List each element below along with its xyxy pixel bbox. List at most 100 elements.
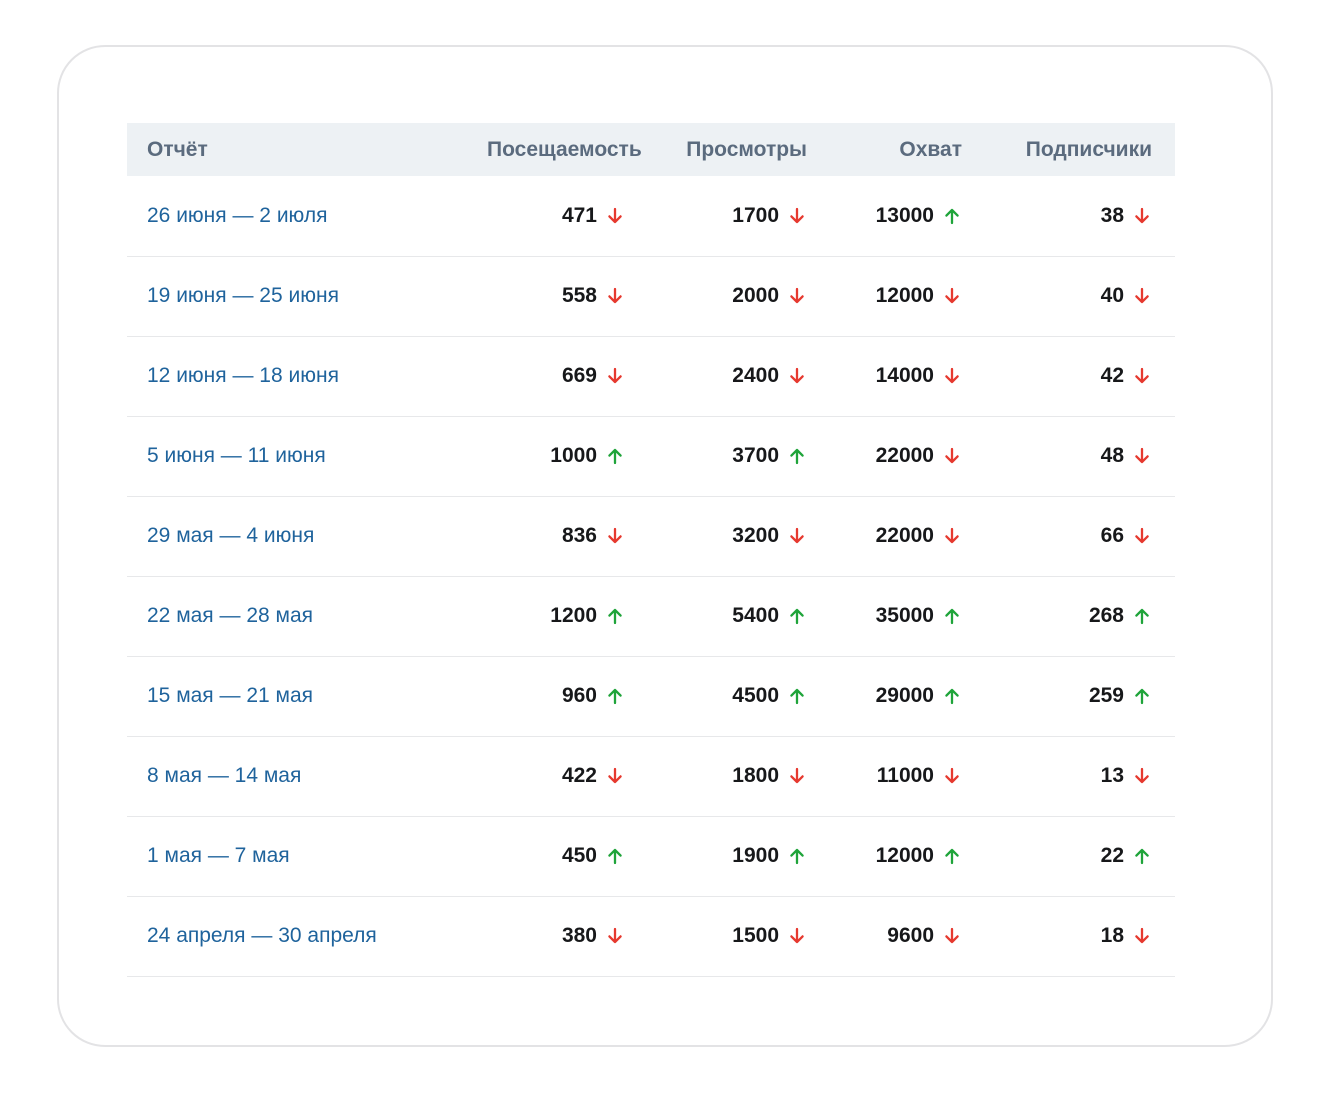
arrow-down-icon: [605, 285, 625, 307]
subscribers-cell: 66: [985, 496, 1175, 577]
arrow-down-icon: [787, 285, 807, 307]
table-header-row: Отчёт Посещаемость Просмотры Охват Подпи…: [127, 123, 1175, 176]
report-period-link[interactable]: 12 июня — 18 июня: [147, 364, 339, 387]
visits-value: 422: [561, 764, 597, 787]
views-cell: 1500: [648, 896, 830, 977]
report-period-cell: 8 мая — 14 мая: [127, 736, 487, 817]
report-period-cell: 1 мая — 7 мая: [127, 816, 487, 897]
subscribers-cell: 268: [985, 576, 1175, 657]
subscribers-cell: 22: [985, 816, 1175, 897]
reach-cell: 22000: [830, 496, 985, 577]
visits-cell: 471: [487, 176, 648, 257]
subscribers-value: 38: [1100, 203, 1124, 227]
subscribers-value: 40: [1100, 284, 1124, 307]
reach-cell: 14000: [830, 336, 985, 417]
arrow-down-icon: [605, 525, 625, 547]
arrow-up-icon: [942, 605, 962, 627]
reach-cell: 12000: [830, 816, 985, 897]
reach-cell: 9600: [830, 896, 985, 977]
table-row: 8 мая — 14 мая 422 1800 11000 13: [127, 736, 1175, 817]
reach-cell: 22000: [830, 416, 985, 497]
reach-cell: 29000: [830, 656, 985, 737]
views-cell: 5400: [648, 576, 830, 657]
arrow-down-icon: [1132, 525, 1152, 547]
subscribers-value: 268: [1088, 604, 1124, 627]
subscribers-value: 259: [1088, 684, 1124, 707]
reach-cell: 11000: [830, 736, 985, 817]
views-cell: 3700: [648, 416, 830, 497]
arrow-down-icon: [787, 525, 807, 547]
reach-value: 11000: [876, 764, 934, 787]
arrow-down-icon: [1132, 365, 1152, 387]
subscribers-value: 42: [1100, 364, 1124, 387]
views-cell: 4500: [648, 656, 830, 737]
table-row: 12 июня — 18 июня 669 2400 14000 42: [127, 336, 1175, 417]
stats-table: Отчёт Посещаемость Просмотры Охват Подпи…: [127, 123, 1175, 977]
reach-cell: 35000: [830, 576, 985, 657]
views-value: 1700: [732, 203, 779, 227]
reach-value: 22000: [875, 524, 934, 547]
report-period-link[interactable]: 26 июня — 2 июля: [147, 203, 328, 227]
arrow-up-icon: [942, 845, 962, 867]
subscribers-value: 48: [1100, 444, 1124, 467]
column-header-visits: Посещаемость: [487, 123, 648, 176]
arrow-up-icon: [1132, 845, 1152, 867]
table-row: 1 мая — 7 мая 450 1900 12000 22: [127, 816, 1175, 897]
subscribers-cell: 259: [985, 656, 1175, 737]
subscribers-value: 18: [1100, 924, 1124, 947]
arrow-down-icon: [942, 445, 962, 467]
report-period-link[interactable]: 8 мая — 14 мая: [147, 764, 302, 787]
visits-cell: 836: [487, 496, 648, 577]
visits-cell: 558: [487, 256, 648, 337]
subscribers-cell: 42: [985, 336, 1175, 417]
reach-cell: 12000: [830, 256, 985, 337]
report-period-link[interactable]: 1 мая — 7 мая: [147, 844, 290, 867]
report-period-link[interactable]: 15 мая — 21 мая: [147, 684, 314, 707]
views-value: 1500: [732, 924, 779, 947]
views-value: 1900: [732, 844, 779, 867]
subscribers-value: 13: [1100, 764, 1124, 787]
reach-value: 29000: [875, 684, 934, 707]
report-period-link[interactable]: 22 мая — 28 мая: [147, 604, 314, 627]
visits-value: 836: [561, 524, 597, 547]
report-period-cell: 24 апреля — 30 апреля: [127, 896, 487, 977]
visits-cell: 422: [487, 736, 648, 817]
views-cell: 1800: [648, 736, 830, 817]
report-period-cell: 15 мая — 21 мая: [127, 656, 487, 737]
reach-value: 12000: [875, 844, 934, 867]
table-row: 15 мая — 21 мая 960 4500 29000 259: [127, 656, 1175, 737]
arrow-down-icon: [942, 365, 962, 387]
arrow-up-icon: [787, 445, 807, 467]
visits-value: 669: [561, 364, 597, 387]
table-row: 29 мая — 4 июня 836 3200 22000 66: [127, 496, 1175, 577]
views-value: 3200: [732, 524, 779, 547]
report-period-link[interactable]: 24 апреля — 30 апреля: [147, 924, 377, 947]
arrow-down-icon: [942, 925, 962, 947]
views-cell: 3200: [648, 496, 830, 577]
arrow-down-icon: [942, 285, 962, 307]
arrow-down-icon: [942, 765, 962, 787]
report-period-cell: 12 июня — 18 июня: [127, 336, 487, 417]
views-value: 3700: [732, 444, 779, 467]
visits-cell: 380: [487, 896, 648, 977]
arrow-down-icon: [787, 205, 807, 227]
views-cell: 2000: [648, 256, 830, 337]
reach-value: 22000: [875, 444, 934, 467]
arrow-down-icon: [787, 765, 807, 787]
table-row: 5 июня — 11 июня 1000 3700 22000 48: [127, 416, 1175, 497]
views-cell: 1700: [648, 176, 830, 257]
stats-card: Отчёт Посещаемость Просмотры Охват Подпи…: [57, 45, 1273, 1047]
report-period-link[interactable]: 29 мая — 4 июня: [147, 524, 315, 547]
table-row: 22 мая — 28 мая 1200 5400 35000 268: [127, 576, 1175, 657]
subscribers-cell: 18: [985, 896, 1175, 977]
reach-value: 35000: [875, 604, 934, 627]
arrow-up-icon: [1132, 685, 1152, 707]
views-value: 2000: [732, 284, 779, 307]
arrow-down-icon: [1132, 925, 1152, 947]
visits-cell: 960: [487, 656, 648, 737]
subscribers-cell: 38: [985, 176, 1175, 257]
report-period-link[interactable]: 19 июня — 25 июня: [147, 284, 339, 307]
reach-value: 12000: [875, 284, 934, 307]
report-period-cell: 22 мая — 28 мая: [127, 576, 487, 657]
report-period-link[interactable]: 5 июня — 11 июня: [147, 444, 326, 467]
